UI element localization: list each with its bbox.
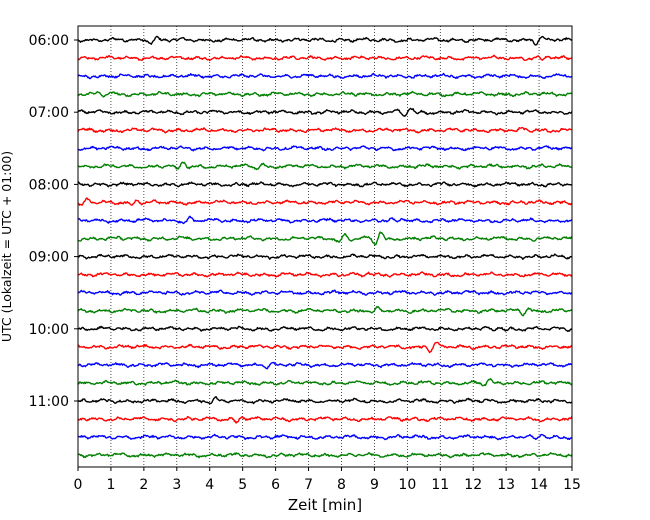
x-tick-label: 14 — [530, 477, 548, 493]
x-tick-label: 10 — [398, 477, 416, 493]
trace-0630 — [77, 72, 572, 80]
x-tick-label: 4 — [205, 477, 214, 493]
trace-0915 — [77, 271, 573, 278]
trace-0715 — [77, 126, 573, 134]
x-tick-label: 13 — [497, 477, 515, 493]
trace-1000 — [77, 325, 573, 333]
x-tick-label: 3 — [172, 477, 181, 493]
x-tick-label: 1 — [106, 477, 115, 493]
trace-0615 — [77, 54, 573, 62]
trace-0945 — [77, 305, 573, 317]
x-tick-label: 8 — [337, 477, 346, 493]
trace-1100 — [77, 396, 573, 405]
y-tick-label: 09:00 — [29, 250, 69, 266]
trace-1115 — [77, 416, 573, 424]
y-tick-label: 08:00 — [29, 177, 69, 193]
trace-0845 — [77, 231, 573, 246]
trace-0745 — [78, 161, 573, 171]
plot-frame — [77, 25, 573, 468]
x-tick-label: 5 — [238, 477, 247, 493]
trace-1045 — [77, 378, 573, 387]
x-tick-label: 15 — [563, 477, 581, 493]
trace-1145 — [77, 452, 573, 459]
y-axis-ticks: 06:00 07:00 08:00 09:00 10:00 11:00 — [29, 33, 78, 410]
trace-1130 — [77, 433, 573, 441]
y-tick-label: 06:00 — [29, 33, 69, 49]
y-tick-label: 11:00 — [29, 394, 69, 410]
y-axis-label: UTC (Lokalzeit = UTC + 01:00) — [0, 151, 14, 342]
trace-0700 — [77, 107, 573, 117]
x-tick-label: 11 — [431, 477, 449, 493]
trace-0730 — [77, 145, 573, 152]
y-tick-label: 10:00 — [29, 322, 69, 338]
x-tick-label: 9 — [370, 477, 379, 493]
trace-0800 — [77, 181, 573, 188]
trace-1030 — [77, 361, 573, 370]
x-axis-label: Zeit [min] — [288, 496, 362, 514]
y-tick-label: 07:00 — [29, 105, 69, 121]
trace-0930 — [77, 289, 573, 296]
trace-0645 — [77, 90, 573, 98]
x-tick-label: 6 — [271, 477, 280, 493]
trace-0900 — [77, 253, 573, 260]
trace-1015 — [77, 341, 573, 354]
x-tick-label: 2 — [139, 477, 148, 493]
x-tick-label: 7 — [304, 477, 313, 493]
x-tick-label: 0 — [74, 477, 83, 493]
trace-0830 — [77, 215, 573, 225]
x-tick-label: 12 — [464, 477, 482, 493]
traces — [77, 35, 573, 459]
trace-0815 — [77, 197, 573, 206]
x-axis-ticks: 0 1 2 3 4 5 6 7 8 9 10 11 12 13 14 15 — [74, 467, 581, 493]
trace-0600 — [77, 35, 572, 46]
